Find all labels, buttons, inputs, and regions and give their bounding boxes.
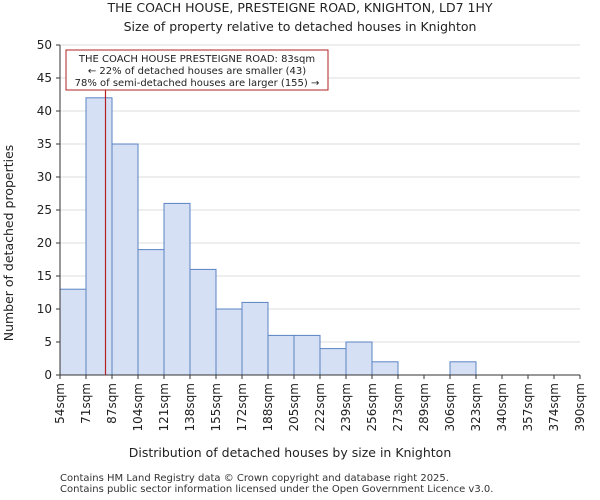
bar xyxy=(267,334,295,376)
bars xyxy=(59,97,477,376)
bar xyxy=(449,361,477,376)
chart-title-line2: Size of property relative to detached ho… xyxy=(124,19,477,34)
annotation-line1: THE COACH HOUSE PRESTEIGNE ROAD: 83sqm xyxy=(78,54,315,65)
y-tick-label: 45 xyxy=(37,71,52,85)
annotation-line3: 78% of semi-detached houses are larger (… xyxy=(75,78,320,89)
x-tick-label: 306sqm xyxy=(443,383,457,431)
x-tick-label: 256sqm xyxy=(365,383,379,431)
x-tick-label: 205sqm xyxy=(287,383,301,431)
bar xyxy=(59,288,87,376)
x-axis-label: Distribution of detached houses by size … xyxy=(129,445,452,460)
x-tick-label: 357sqm xyxy=(521,383,535,431)
x-tick-label: 155sqm xyxy=(209,383,223,431)
x-tick-label: 54sqm xyxy=(53,383,67,424)
bar xyxy=(85,97,113,376)
x-tick-label: 239sqm xyxy=(339,383,353,431)
x-tick-label: 273sqm xyxy=(391,383,405,431)
y-tick-label: 20 xyxy=(37,236,52,250)
y-tick-label: 40 xyxy=(37,104,52,118)
x-tick-label: 222sqm xyxy=(313,383,327,431)
bar xyxy=(163,202,191,376)
annotation-box-frame xyxy=(65,49,329,91)
y-tick-label: 35 xyxy=(37,137,52,151)
y-tick-label: 0 xyxy=(44,368,52,382)
y-axis-label: Number of detached properties xyxy=(1,145,16,342)
x-tick-label: 188sqm xyxy=(261,383,275,431)
x-tick-label: 121sqm xyxy=(157,383,171,431)
x-tick-label: 138sqm xyxy=(183,383,197,431)
chart-title-line1: THE COACH HOUSE, PRESTEIGNE ROAD, KNIGHT… xyxy=(106,0,492,15)
bar xyxy=(345,341,373,376)
x-tick-label: 374sqm xyxy=(547,383,561,431)
x-tick-label: 340sqm xyxy=(495,383,509,431)
y-tick-label: 30 xyxy=(37,170,52,184)
bar xyxy=(319,348,347,376)
y-tick-label: 25 xyxy=(37,203,52,217)
bar xyxy=(215,308,243,376)
y-ticks: 0 5 10 15 20 25 30 35 40 45 50 xyxy=(37,38,60,382)
x-tick-label: 104sqm xyxy=(131,383,145,431)
x-tick-label: 71sqm xyxy=(79,383,93,424)
bar xyxy=(293,334,321,376)
y-tick-label: 50 xyxy=(37,38,52,52)
bar xyxy=(241,301,269,376)
x-ticks: 54sqm 71sqm 87sqm 104sqm 121sqm 138sqm 155sqm 1… xyxy=(53,375,587,431)
y-tick-label: 15 xyxy=(37,269,52,283)
bar xyxy=(137,249,165,376)
x-tick-label: 172sqm xyxy=(235,383,249,431)
y-tick-label: 10 xyxy=(37,302,52,316)
x-tick-label: 390sqm xyxy=(573,383,587,431)
bar xyxy=(189,268,217,376)
footer-line2: Contains public sector information licen… xyxy=(60,484,494,495)
x-tick-label: 87sqm xyxy=(105,383,119,424)
bar xyxy=(111,143,139,376)
bar xyxy=(371,361,399,376)
x-tick-label: 323sqm xyxy=(469,383,483,431)
footer-line1: Contains HM Land Registry data © Crown c… xyxy=(60,473,449,484)
x-tick-label: 289sqm xyxy=(417,383,431,431)
annotation-line2: ← 22% of detached houses are smaller (43… xyxy=(88,66,306,77)
annotation-box: THE COACH HOUSE PRESTEIGNE ROAD: 83sqm ←… xyxy=(65,49,329,91)
y-tick-label: 5 xyxy=(44,335,52,349)
